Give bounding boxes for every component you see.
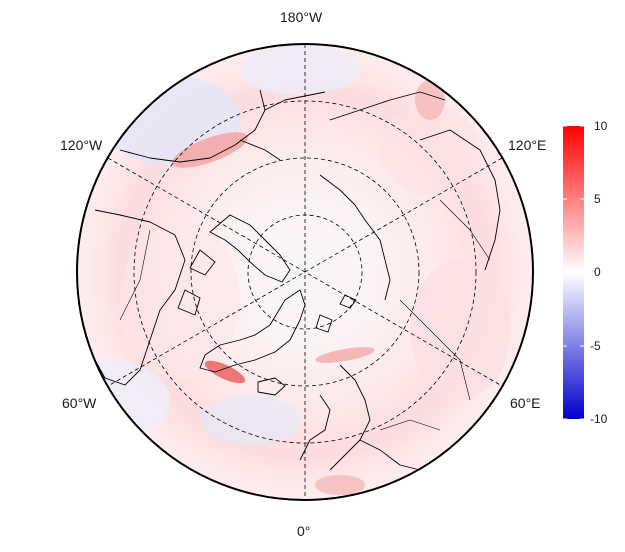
lon-label-60e: 60°E bbox=[510, 395, 541, 411]
alaska-coast bbox=[239, 91, 326, 161]
colorbar-label-neg10: -10 bbox=[590, 412, 608, 426]
north-america-coast bbox=[94, 89, 266, 386]
greenland-coast bbox=[199, 289, 306, 373]
lon-label-180w: 180°W bbox=[280, 9, 323, 25]
meridian-120 bbox=[107, 157, 503, 387]
svalbard-coast bbox=[315, 294, 357, 333]
coastlines bbox=[94, 89, 501, 471]
graticule bbox=[107, 44, 503, 500]
colorbar-label-0: 0 bbox=[594, 265, 601, 279]
colorbar-bar bbox=[563, 126, 584, 419]
country-borders bbox=[119, 199, 491, 431]
colorbar-label-10: 10 bbox=[594, 119, 608, 133]
siberia-coast bbox=[319, 91, 501, 301]
lon-label-120e: 120°E bbox=[508, 137, 547, 153]
canadian-islands bbox=[177, 214, 291, 316]
latitude-circle-2 bbox=[190, 157, 420, 387]
lon-label-120w: 120°W bbox=[60, 137, 103, 153]
map-boundary bbox=[76, 43, 534, 501]
colorbar-label-5: 5 bbox=[594, 192, 601, 206]
iceland-coast bbox=[257, 377, 286, 396]
lon-label-60w: 60°W bbox=[62, 395, 97, 411]
colorbar-label-neg5: -5 bbox=[590, 339, 601, 353]
colorbar-ticks bbox=[563, 125, 584, 420]
lon-label-0: 0° bbox=[297, 523, 311, 539]
anomaly-field bbox=[77, 44, 533, 500]
